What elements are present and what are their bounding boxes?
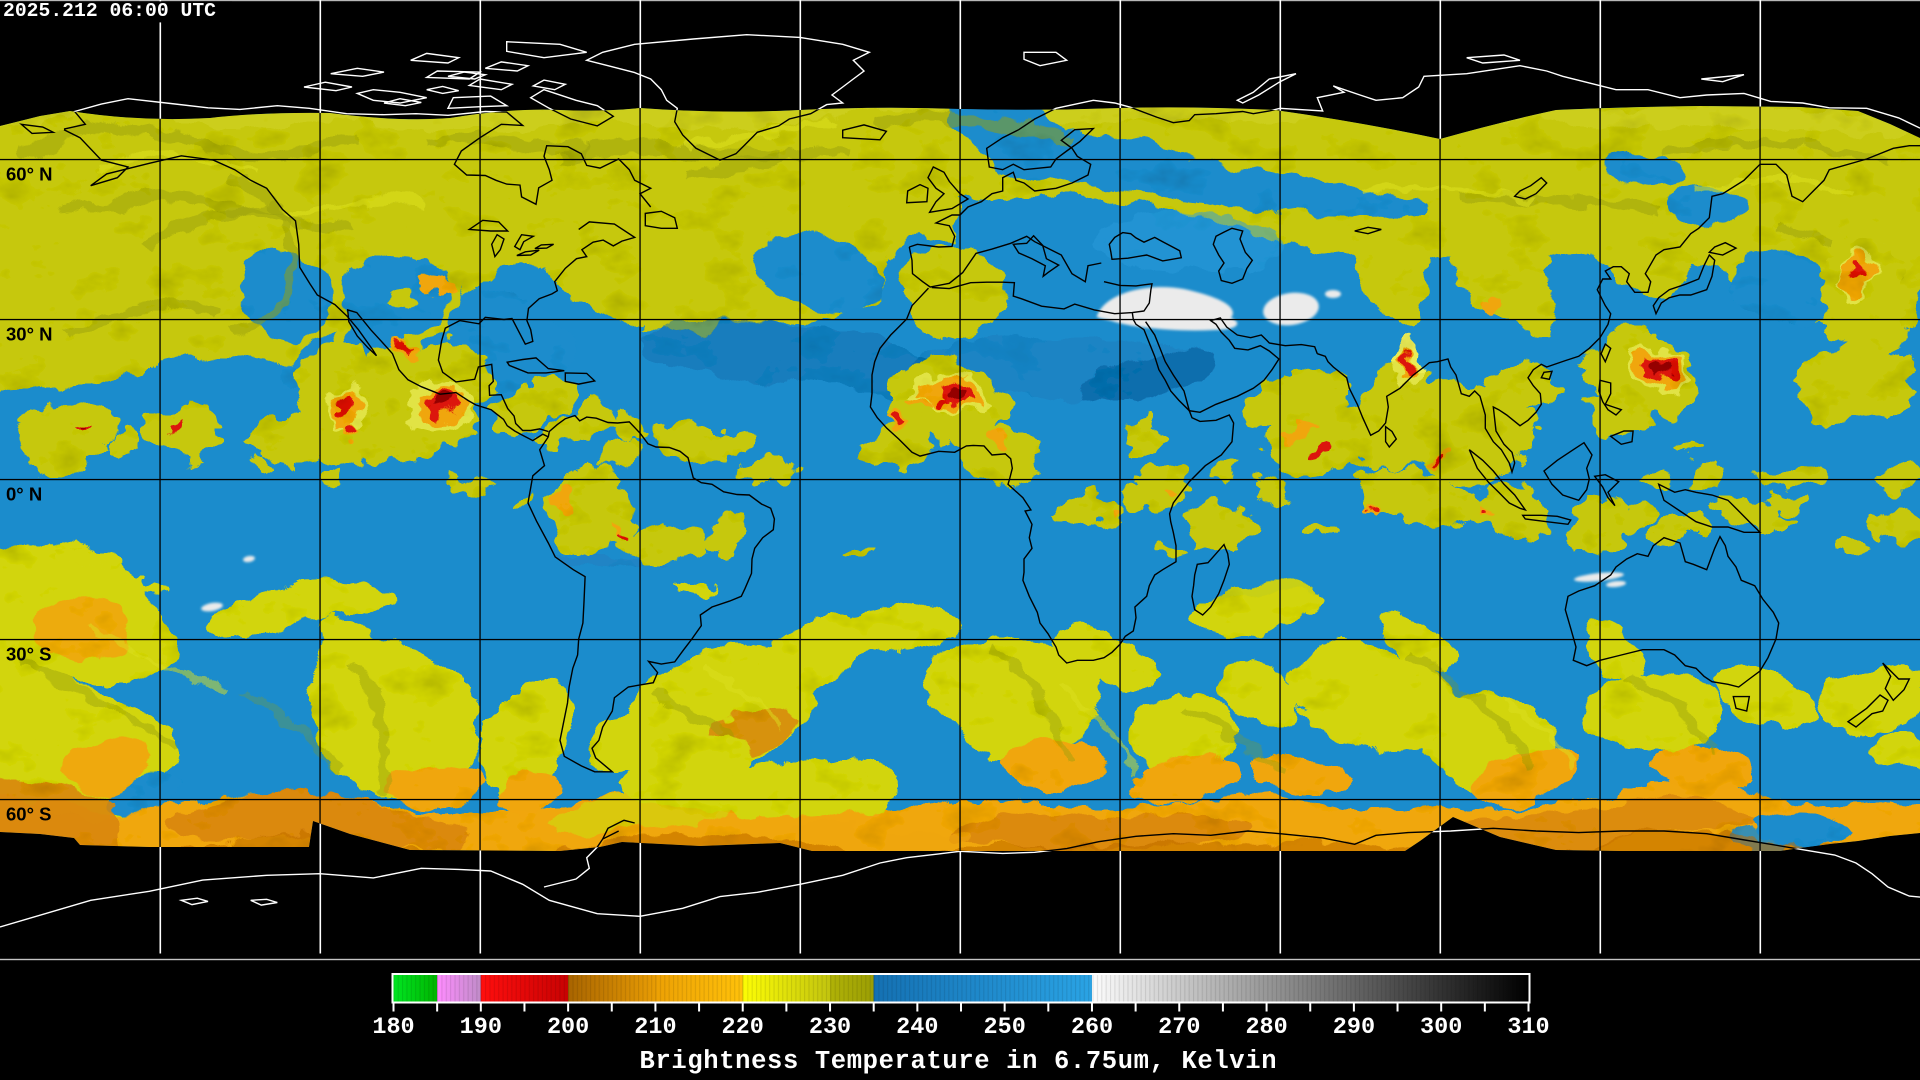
svg-text:190: 190 [460,1014,502,1041]
svg-text:250: 250 [984,1014,1026,1041]
svg-text:60° S: 60° S [6,804,51,825]
svg-text:30° S: 30° S [6,644,51,665]
svg-text:2025.212 06:00 UTC: 2025.212 06:00 UTC [3,0,216,22]
svg-text:200: 200 [547,1014,589,1041]
svg-text:60° N: 60° N [6,164,52,185]
svg-text:30° N: 30° N [6,324,52,345]
svg-text:280: 280 [1245,1014,1287,1041]
svg-text:260: 260 [1071,1014,1113,1041]
svg-text:180: 180 [372,1014,414,1041]
svg-text:Brightness Temperature in 6.75: Brightness Temperature in 6.75um, Kelvin [640,1047,1277,1076]
svg-text:290: 290 [1333,1014,1375,1041]
svg-text:310: 310 [1507,1014,1549,1041]
svg-text:210: 210 [634,1014,676,1041]
svg-text:240: 240 [896,1014,938,1041]
svg-text:270: 270 [1158,1014,1200,1041]
svg-text:230: 230 [809,1014,851,1041]
svg-text:0° N: 0° N [6,484,42,505]
svg-text:300: 300 [1420,1014,1462,1041]
svg-text:220: 220 [722,1014,764,1041]
